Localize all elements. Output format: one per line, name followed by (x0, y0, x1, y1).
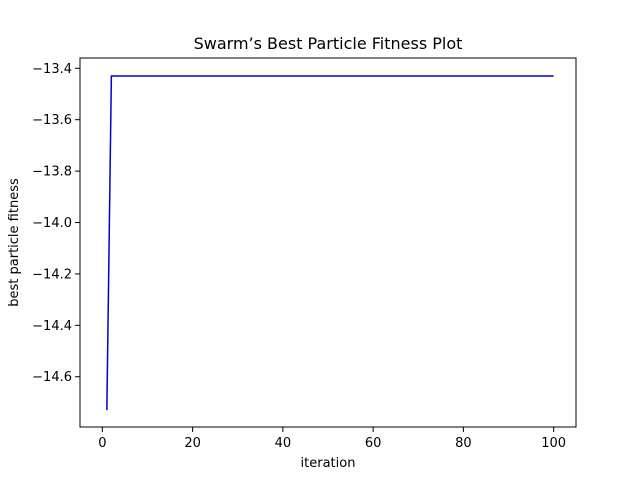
y-tick-label: −14.2 (32, 267, 72, 282)
x-tick-label: 60 (365, 436, 382, 451)
x-tick-label: 80 (455, 436, 472, 451)
y-tick-label: −13.8 (32, 165, 72, 180)
series-layer (107, 76, 554, 410)
x-axis-ticks: 0 20 40 60 80 100 (98, 427, 566, 451)
chart-title: Swarm’s Best Particle Fitness Plot (194, 34, 463, 53)
axes-frame (80, 58, 576, 427)
plot-area (80, 58, 576, 427)
y-tick-label: −14.4 (32, 319, 72, 334)
x-axis-label: iteration (301, 456, 356, 471)
series-line (107, 76, 554, 410)
y-tick-label: −14.6 (32, 370, 72, 385)
y-tick-label: −14.0 (32, 216, 72, 231)
x-tick-label: 40 (275, 436, 292, 451)
y-axis-label: best particle fitness (7, 178, 22, 307)
y-tick-label: −13.6 (32, 113, 72, 128)
x-tick-label: 20 (184, 436, 201, 451)
x-tick-label: 100 (541, 436, 566, 451)
x-tick-label: 0 (98, 436, 106, 451)
y-axis-ticks: −14.6 −14.4 −14.2 −14.0 −13.8 −13.6 −13.4 (32, 62, 80, 385)
y-tick-label: −13.4 (32, 62, 72, 77)
